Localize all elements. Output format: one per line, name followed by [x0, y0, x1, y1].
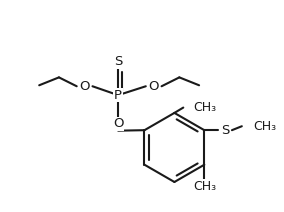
- Text: CH₃: CH₃: [254, 120, 277, 133]
- Text: O: O: [149, 80, 159, 93]
- Text: CH₃: CH₃: [193, 101, 216, 114]
- Text: P: P: [114, 89, 122, 102]
- Text: S: S: [221, 124, 229, 137]
- Text: O: O: [79, 80, 90, 93]
- Text: O: O: [113, 117, 124, 130]
- Text: CH₃: CH₃: [193, 180, 216, 193]
- Text: S: S: [114, 55, 122, 68]
